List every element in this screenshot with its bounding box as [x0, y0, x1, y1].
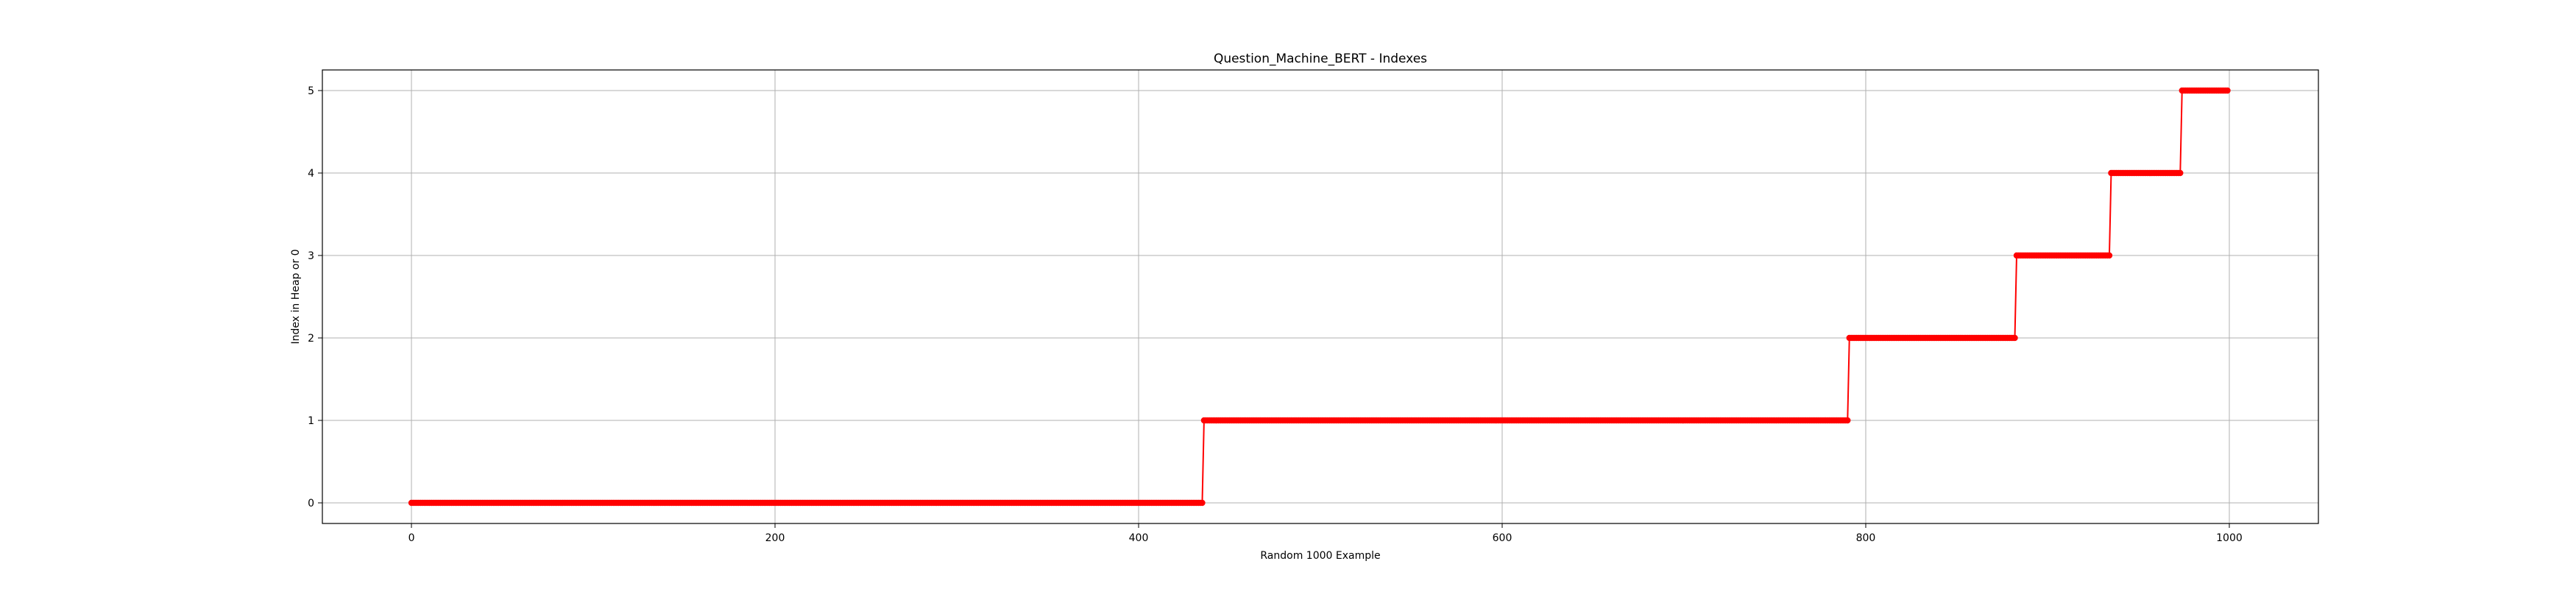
data-point [1199, 499, 1206, 507]
x-tick-label: 400 [1129, 532, 1149, 544]
x-tick-label: 0 [408, 532, 415, 544]
x-tick-label: 1000 [2216, 532, 2243, 544]
data-point [2011, 334, 2018, 342]
x-tick-label: 200 [765, 532, 785, 544]
grid [322, 70, 2318, 523]
series-line [408, 87, 2231, 507]
x-tick-label: 800 [1856, 532, 1876, 544]
y-tick-label: 3 [308, 250, 314, 262]
series-path [411, 90, 2228, 504]
data-point [1844, 417, 1851, 424]
data-point [2106, 252, 2113, 259]
data-point [2177, 169, 2184, 177]
plot-frame [322, 69, 2319, 524]
y-tick-label: 0 [308, 498, 314, 509]
y-axis-label: Index in Heap or 0 [290, 250, 302, 345]
y-tick-label: 2 [308, 333, 314, 345]
y-tick-label: 5 [308, 85, 314, 97]
x-tick-label: 600 [1493, 532, 1512, 544]
data-point [2224, 87, 2231, 94]
ticks: 0 200 400 600 800 1000 0 1 2 3 4 5 [308, 85, 2243, 544]
chart-title: Question_Machine_BERT - Indexes [1214, 52, 1427, 66]
y-tick-label: 1 [308, 415, 314, 427]
x-axis-label: Random 1000 Example [1260, 550, 1380, 562]
y-tick-label: 4 [308, 168, 314, 180]
